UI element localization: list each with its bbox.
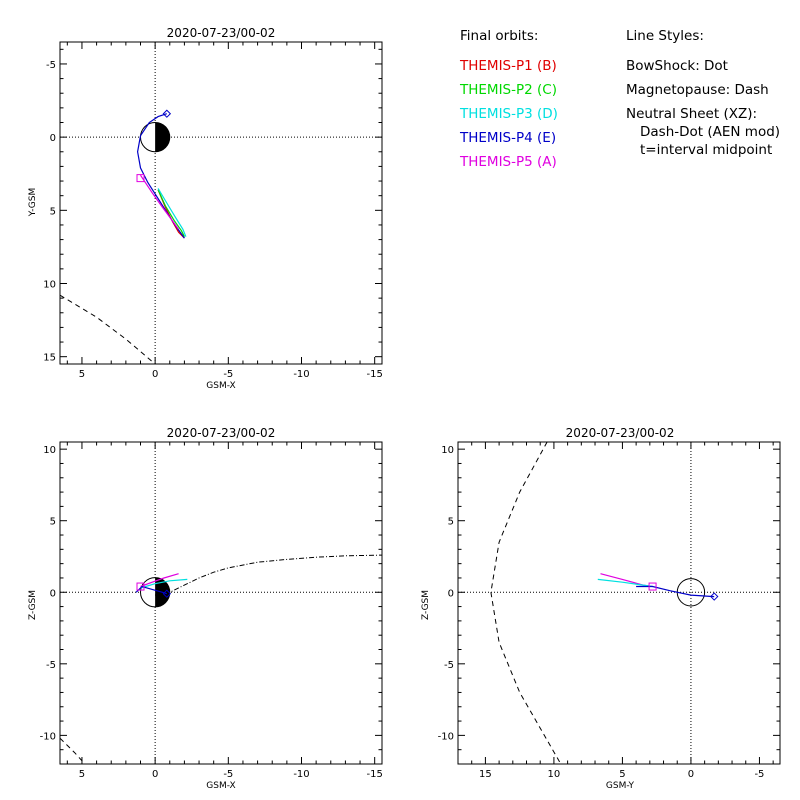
yz-x-tick-label: 0 [688,769,694,780]
xy-plot-panel: 2020-07-23/00-02 GSM-X Y-GSM 5 0 -5 -10 -15 -… [28,26,383,391]
xy-x-tick-label: 0 [152,369,158,380]
line-styles-title: Line Styles: [626,28,704,44]
yz-orbit-series-2 [636,585,715,598]
yz-orbit-end-marker [710,592,719,601]
xy-orbit-series-4 [140,174,180,230]
xy-x-tick-label: -15 [367,369,383,380]
line-style-interval: t=interval midpoint [640,142,772,158]
xz-neutral-sheet-line [155,554,382,596]
yz-y-tick-label: -10 [438,731,454,742]
yz-y-tick-label: 5 [448,517,454,528]
xz-y-tick-label: 5 [50,517,56,528]
xy-orbit-series-1 [157,189,185,237]
xy-plot-area [60,42,382,364]
xz-y-tick-label: 10 [43,445,56,456]
yz-plot-xlabel: GSM-Y [606,781,635,791]
yz-orbit-series-1 [597,578,653,588]
xy-orbit-start-marker [136,174,145,183]
legend-title: Final orbits: [460,28,538,44]
xz-plot-title: 2020-07-23/00-02 [167,426,276,440]
xy-magnetopause-line [60,294,156,364]
yz-y-tick-label: 10 [441,445,454,456]
xz-plot-frame [59,441,383,765]
xz-magnetopause-line [60,737,86,764]
yz-y-tick-label: 0 [448,588,454,599]
line-style-dash-dot: Dash-Dot (AEN mod) [640,124,780,140]
xy-y-tick-label: -5 [46,60,56,71]
yz-x-tick-label: -5 [754,769,764,780]
xz-y-tick-label: 0 [50,588,56,599]
xz-orbit-end-marker [162,589,172,598]
legend-item-p2: THEMIS-P2 (C) [459,82,557,98]
legend-item-p1: THEMIS-P1 (B) [459,58,557,74]
xz-y-tick-label: -10 [40,731,56,742]
yz-plot-frame [457,441,781,765]
xy-plot-title: 2020-07-23/00-02 [167,26,276,40]
xy-x-tick-label: 5 [79,369,85,380]
yz-x-tick-label: 15 [479,769,492,780]
xz-plot-xlabel: GSM-X [206,781,235,791]
xy-plot-frame [59,41,383,365]
yz-plot-area [458,442,780,764]
xy-x-tick-label: -10 [293,369,309,380]
xz-plot-panel: 2020-07-23/00-02 GSM-X Z-GSM 5 0 -5 -10 -15 -… [28,426,383,791]
xy-y-tick-label: 5 [50,206,56,217]
yz-plot-title: 2020-07-23/00-02 [566,426,675,440]
xy-orbit-end-marker [162,109,172,118]
yz-orbit-start-marker [648,582,657,591]
xy-earth-night-side [155,122,170,152]
legend-item-p5: THEMIS-P5 (A) [459,154,557,170]
xy-y-tick-label: 15 [43,353,56,364]
xy-y-tick-label: 10 [43,280,56,291]
xz-orbit-start-marker [136,582,145,591]
xz-plot-ylabel: Z-GSM [28,590,38,620]
xz-orbit-series-1 [140,578,188,589]
xy-plot-xlabel: GSM-X [206,381,235,391]
yz-x-tick-label: 10 [548,769,561,780]
orbit-legend: Final orbits: THEMIS-P1 (B) THEMIS-P2 (C… [459,28,780,170]
xz-orbit-series-0 [140,573,179,588]
legend-item-p4: THEMIS-P4 (E) [459,130,556,146]
xz-plot-area [60,442,382,764]
yz-y-tick-label: -5 [444,660,454,671]
line-style-neutral-sheet: Neutral Sheet (XZ): [626,106,757,122]
xz-x-tick-label: -15 [367,769,383,780]
xz-y-tick-label: -5 [46,660,56,671]
xz-x-tick-label: -10 [293,769,309,780]
legend-item-p3: THEMIS-P3 (D) [459,106,558,122]
yz-plot-panel: 2020-07-23/00-02 GSM-Y Z-GSM 15 10 5 0 -5 -10… [421,426,781,791]
xz-x-tick-label: -5 [223,769,233,780]
xy-y-tick-label: 0 [50,133,56,144]
yz-x-tick-label: 5 [619,769,625,780]
xy-x-tick-label: -5 [223,369,233,380]
xy-orbit-series-2 [157,188,187,237]
xy-orbit-series-0 [157,189,185,239]
yz-plot-ylabel: Z-GSM [421,590,431,620]
line-style-magnetopause: Magnetopause: Dash [626,82,769,98]
xz-x-tick-label: 5 [79,769,85,780]
xy-plot-ylabel: Y-GSM [28,188,38,217]
xz-x-tick-label: 0 [152,769,158,780]
yz-magnetopause-line [490,442,562,764]
line-style-bowshock: BowShock: Dot [626,58,728,74]
